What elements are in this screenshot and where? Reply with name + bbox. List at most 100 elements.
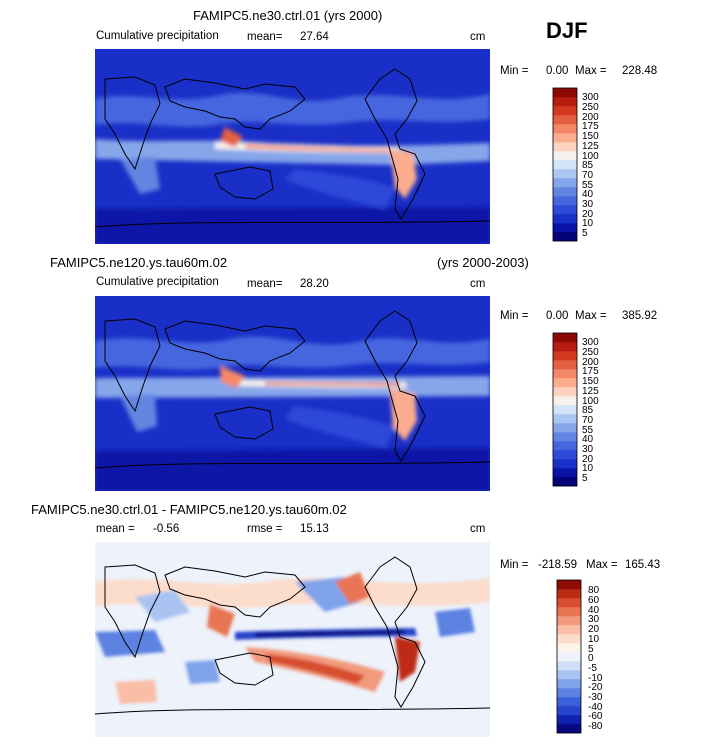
panel3-colorbar-level: -80 — [588, 721, 603, 732]
panel1-min-value: 0.00 — [546, 65, 569, 77]
panel3-colorbar-swatch — [557, 598, 581, 608]
panel2-max-label: Max = — [575, 310, 607, 322]
panel2-colorbar-swatch — [553, 360, 577, 370]
panel2-subtitle: Cumulative precipitation — [96, 276, 219, 288]
panel3-colorbar-level: 30 — [588, 614, 600, 625]
panel1-colorbar-level: 55 — [582, 180, 594, 191]
panel2-map — [95, 296, 490, 491]
panel3-rmse-value: 15.13 — [300, 523, 329, 535]
panel1-colorbar-swatch — [553, 115, 577, 125]
panel3-colorbar-level: 10 — [588, 634, 600, 645]
panel2-coastlines — [95, 310, 490, 469]
panel1-mean-value: 27.64 — [300, 31, 329, 43]
panel1-colorbar-swatch — [553, 97, 577, 107]
panel1-colorbar-swatch — [553, 196, 577, 206]
panel1-colorbar-swatch — [553, 223, 577, 233]
panel2-colorbar-swatch — [553, 423, 577, 433]
panel2-colorbar-level: 5 — [582, 473, 588, 484]
panel3-colorbar-level: -30 — [588, 692, 603, 703]
panel3-colorbar-swatch — [557, 616, 581, 626]
panel3-colorbar-swatch — [557, 706, 581, 716]
panel2-colorbar-level: 100 — [582, 396, 599, 407]
panel2-max-value: 385.92 — [622, 310, 658, 322]
panel3-colorbar-swatch — [557, 634, 581, 644]
panel2-colorbar-swatch — [553, 387, 577, 397]
panel3-colorbar-level: 20 — [588, 624, 600, 635]
panel3-rmse-label: rmse = — [247, 523, 283, 535]
panel3-colorbar-swatch — [557, 670, 581, 680]
panel2-min-value: 0.00 — [546, 310, 569, 322]
panel1-colorbar-level: 125 — [582, 141, 599, 152]
panel1-colorbar-swatch — [553, 232, 577, 242]
panel2-colorbar-swatch — [553, 333, 577, 343]
panel1-min-label: Min = — [500, 65, 529, 77]
panel3-colorbar-swatch — [557, 607, 581, 617]
panel2-mean-value: 28.20 — [300, 278, 329, 290]
panel1-units: cm — [470, 31, 486, 43]
panel2-colorbar — [552, 332, 578, 487]
panel2-colorbar-level: 175 — [582, 366, 599, 377]
panel2-colorbar-level: 150 — [582, 376, 599, 387]
panel2-colorbar-swatch — [553, 405, 577, 415]
panel2-colorbar-level: 85 — [582, 405, 594, 416]
panel3-colorbar-level: 80 — [588, 585, 600, 596]
panel2-colorbar-level: 55 — [582, 425, 594, 436]
panel1-colorbar-level: 150 — [582, 131, 599, 142]
panel2-colorbar-swatch — [553, 342, 577, 352]
panel2-units: cm — [470, 278, 486, 290]
panel3-units: cm — [470, 523, 486, 535]
panel3-colorbar-swatch — [557, 679, 581, 689]
panel3-colorbar-level: 5 — [588, 644, 594, 655]
panel3-colorbar-level: 60 — [588, 595, 600, 606]
panel1-subtitle: Cumulative precipitation — [96, 30, 219, 42]
panel1-colorbar-level: 70 — [582, 170, 594, 181]
panel2-colorbar-swatch — [553, 450, 577, 460]
panel2-title-right: (yrs 2000-2003) — [437, 255, 529, 270]
panel3-mean-label: mean = — [96, 523, 135, 535]
panel2-mean-label: mean= — [247, 278, 283, 290]
panel3-colorbar-swatch — [557, 661, 581, 671]
panel1-colorbar-swatch — [553, 88, 577, 98]
panel2-colorbar-level: 125 — [582, 386, 599, 397]
panel3-colorbar-swatch — [557, 697, 581, 707]
panel3-colorbar-level: -60 — [588, 711, 603, 722]
panel3-colorbar-level: -5 — [588, 663, 597, 674]
panel3-max-label: Max = — [586, 559, 618, 571]
panel3-colorbar-swatch — [557, 715, 581, 725]
panel1-colorbar-level: 85 — [582, 160, 594, 171]
panel1-colorbar-swatch — [553, 133, 577, 143]
panel2-colorbar-level: 20 — [582, 454, 594, 465]
panel1-colorbar — [552, 87, 578, 242]
panel3-min-label: Min = — [500, 559, 529, 571]
panel1-colorbar-swatch — [553, 205, 577, 215]
panel2-colorbar-level: 250 — [582, 347, 599, 358]
panel1-map — [95, 49, 490, 244]
panel3-colorbar-level: -40 — [588, 702, 603, 713]
panel2-colorbar-level: 10 — [582, 463, 594, 474]
panel1-colorbar-level: 10 — [582, 218, 594, 229]
panel2-colorbar-level: 300 — [582, 337, 599, 348]
panel1-colorbar-swatch — [553, 124, 577, 134]
panel1-colorbar-level: 30 — [582, 199, 594, 210]
panel3-max-value: 165.43 — [625, 559, 661, 571]
panel1-colorbar-swatch — [553, 106, 577, 116]
panel2-colorbar-swatch — [553, 441, 577, 451]
panel1-colorbar-level: 200 — [582, 112, 599, 123]
panel1-colorbar-swatch — [553, 160, 577, 170]
panel3-map — [95, 542, 490, 737]
panel2-colorbar-swatch — [553, 468, 577, 478]
panel1-colorbar-swatch — [553, 142, 577, 152]
panel1-colorbar-level: 100 — [582, 151, 599, 162]
panel3-colorbar-swatch — [557, 643, 581, 653]
panel2-min-label: Min = — [500, 310, 529, 322]
panel1-max-label: Max = — [575, 65, 607, 77]
panel3-colorbar-swatch — [557, 625, 581, 635]
panel1-mean-label: mean= — [247, 31, 283, 43]
panel3-colorbar-swatch — [557, 580, 581, 590]
panel2-colorbar-swatch — [553, 477, 577, 487]
panel2-colorbar-swatch — [553, 369, 577, 379]
panel2-title: FAMIPC5.ne120.ys.tau60m.02 — [50, 255, 228, 270]
panel3-mean-value: -0.56 — [153, 523, 180, 535]
panel3-colorbar-level: -20 — [588, 682, 603, 693]
panel1-colorbar-level: 40 — [582, 189, 594, 200]
